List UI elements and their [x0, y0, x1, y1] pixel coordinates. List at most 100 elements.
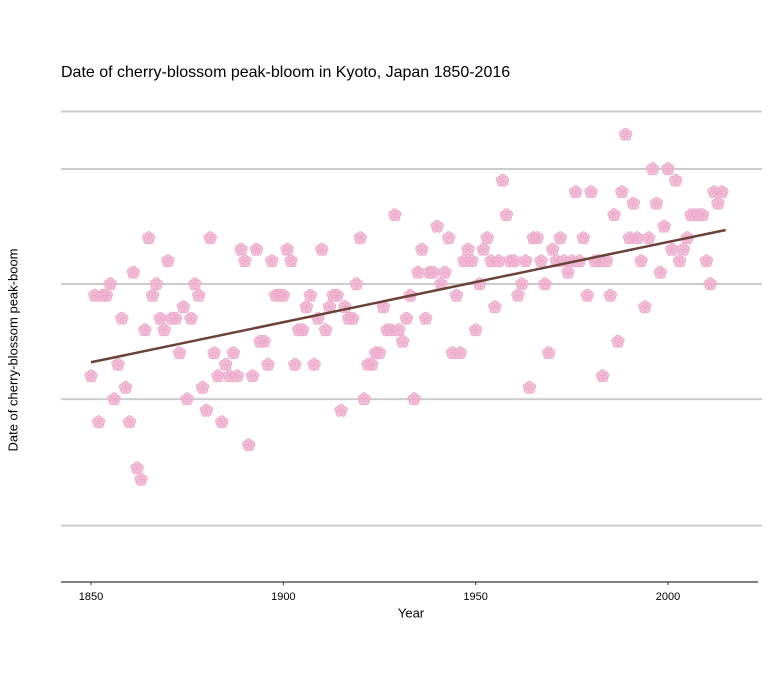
flower-point	[715, 185, 729, 199]
flower-point	[215, 415, 229, 429]
flower-point	[238, 254, 252, 268]
flower-point	[495, 173, 510, 187]
flower-point	[111, 357, 125, 371]
flower-point	[230, 369, 244, 383]
flower-point	[315, 242, 329, 256]
flower-point	[461, 242, 475, 256]
flower-point	[542, 346, 556, 360]
flower-point	[142, 231, 156, 245]
flower-point	[519, 254, 533, 268]
flower-point	[645, 162, 660, 176]
flower-point	[426, 265, 440, 279]
flower-point	[234, 242, 248, 256]
flower-point	[453, 346, 467, 360]
chart-title: Date of cherry-blossom peak-bloom in Kyo…	[61, 64, 510, 81]
flower-point	[115, 311, 129, 325]
x-axis-label: Year	[398, 605, 425, 620]
flower-point	[553, 231, 567, 245]
flower-point	[288, 357, 302, 371]
y-axis-label: Date of cherry-blossom peak-boom	[5, 248, 20, 451]
flower-point	[522, 380, 537, 394]
flower-point	[611, 334, 625, 348]
flower-point	[249, 242, 264, 256]
flower-point	[676, 242, 691, 256]
flower-point	[619, 127, 633, 141]
flower-point	[122, 415, 137, 429]
flower-point	[672, 254, 687, 268]
flower-point	[99, 288, 114, 302]
flower-point	[92, 415, 106, 429]
flower-point	[649, 196, 664, 210]
flower-point	[626, 196, 641, 210]
flower-point	[168, 311, 183, 325]
flower-point	[138, 323, 152, 337]
flower-point	[642, 231, 656, 245]
flower-point	[322, 300, 337, 314]
flower-point	[699, 254, 714, 268]
flower-point	[499, 208, 514, 222]
flower-point	[561, 265, 575, 279]
flower-point	[657, 219, 671, 233]
flower-point	[245, 369, 260, 383]
flower-point	[353, 231, 367, 245]
flower-point	[388, 208, 402, 222]
flower-point	[438, 265, 452, 279]
flower-point	[669, 173, 683, 187]
flower-point	[465, 254, 479, 268]
flower-point	[157, 323, 171, 337]
flower-point	[661, 162, 675, 176]
flower-point	[607, 208, 621, 222]
flower-point	[430, 219, 444, 233]
flower-point	[415, 242, 429, 256]
flower-point	[334, 403, 348, 417]
flower-point	[392, 323, 406, 337]
flower-point	[530, 231, 544, 245]
flower-point	[184, 311, 198, 325]
flower-point	[595, 369, 610, 383]
flower-point	[580, 288, 594, 302]
flower-point	[149, 277, 164, 291]
flower-point	[507, 254, 521, 268]
flower-point	[569, 185, 583, 199]
flower-point	[630, 231, 644, 245]
flower-point	[103, 277, 117, 291]
flower-point	[188, 277, 202, 291]
flower-point	[534, 254, 548, 268]
flower-point	[203, 231, 217, 245]
flower-point	[276, 288, 290, 302]
flower-point	[407, 392, 421, 406]
flower-point	[634, 254, 648, 268]
x-tick-label: 2000	[656, 591, 680, 603]
flower-point	[584, 185, 598, 199]
flower-point	[695, 208, 710, 222]
flower-point	[357, 392, 371, 406]
flower-point	[126, 265, 140, 279]
flower-point	[599, 254, 614, 268]
flower-point	[711, 196, 725, 210]
flower-point	[480, 231, 494, 245]
flower-point	[130, 461, 144, 475]
flower-point	[145, 288, 160, 302]
flower-point	[192, 288, 206, 302]
flower-point	[84, 369, 98, 383]
flower-point	[365, 357, 379, 371]
flower-point	[265, 254, 279, 268]
flower-point	[538, 277, 552, 291]
flower-point	[180, 392, 194, 406]
flower-point	[492, 254, 506, 268]
flower-point	[545, 242, 560, 256]
flower-point	[118, 380, 133, 394]
flower-point	[242, 438, 256, 452]
flower-point	[345, 311, 360, 325]
flower-point	[638, 300, 652, 314]
flower-point	[218, 357, 233, 371]
flower-point	[349, 277, 364, 291]
flower-point	[134, 472, 148, 486]
flower-point	[419, 311, 433, 325]
x-tick-label: 1850	[79, 591, 103, 603]
x-tick-label: 1900	[271, 591, 295, 603]
flower-point	[280, 242, 294, 256]
flower-point	[469, 323, 483, 337]
flower-point	[211, 369, 225, 383]
